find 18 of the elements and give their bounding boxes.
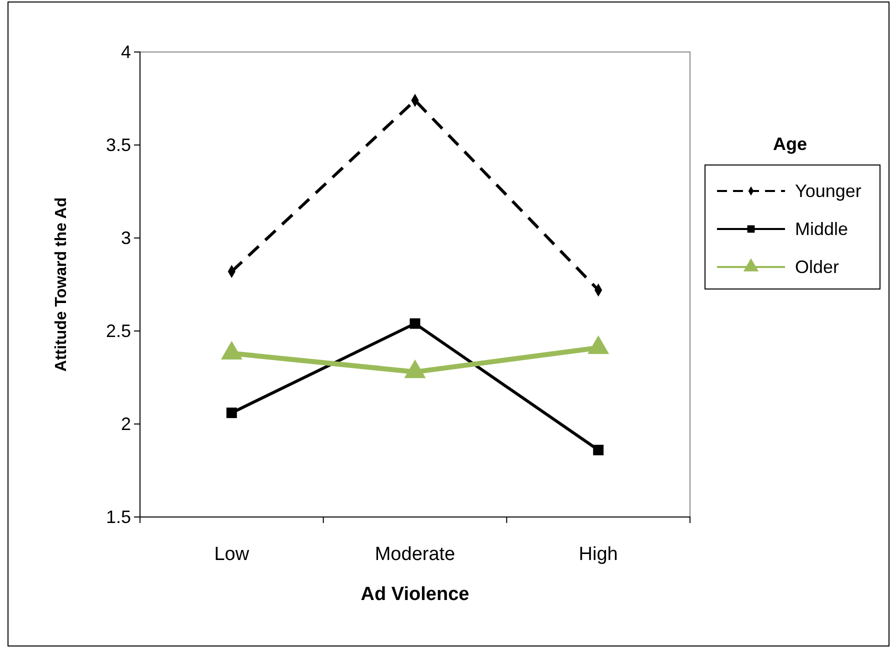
y-tick-label: 1.5 [106, 506, 131, 527]
x-tick-label: Low [214, 544, 250, 565]
legend-label: Younger [795, 181, 862, 201]
y-axis-title: Attitude Toward the Ad [53, 197, 70, 372]
x-axis-title: Ad Violence [360, 584, 470, 605]
y-tick-label: 4 [120, 42, 131, 62]
y-tick-label: 2.5 [106, 320, 131, 341]
legend-label: Middle [795, 219, 848, 239]
point [593, 444, 604, 456]
x-tick-label: High [578, 544, 618, 565]
legend-label: Older [795, 257, 840, 277]
point [410, 318, 420, 329]
point [226, 408, 237, 418]
y-tick-label: 3 [120, 228, 131, 248]
x-tick-label: Moderate [374, 544, 456, 565]
legend-title: Age [772, 134, 808, 154]
y-tick-label: 3.5 [106, 134, 131, 155]
y-tick-label: 2 [120, 414, 131, 434]
